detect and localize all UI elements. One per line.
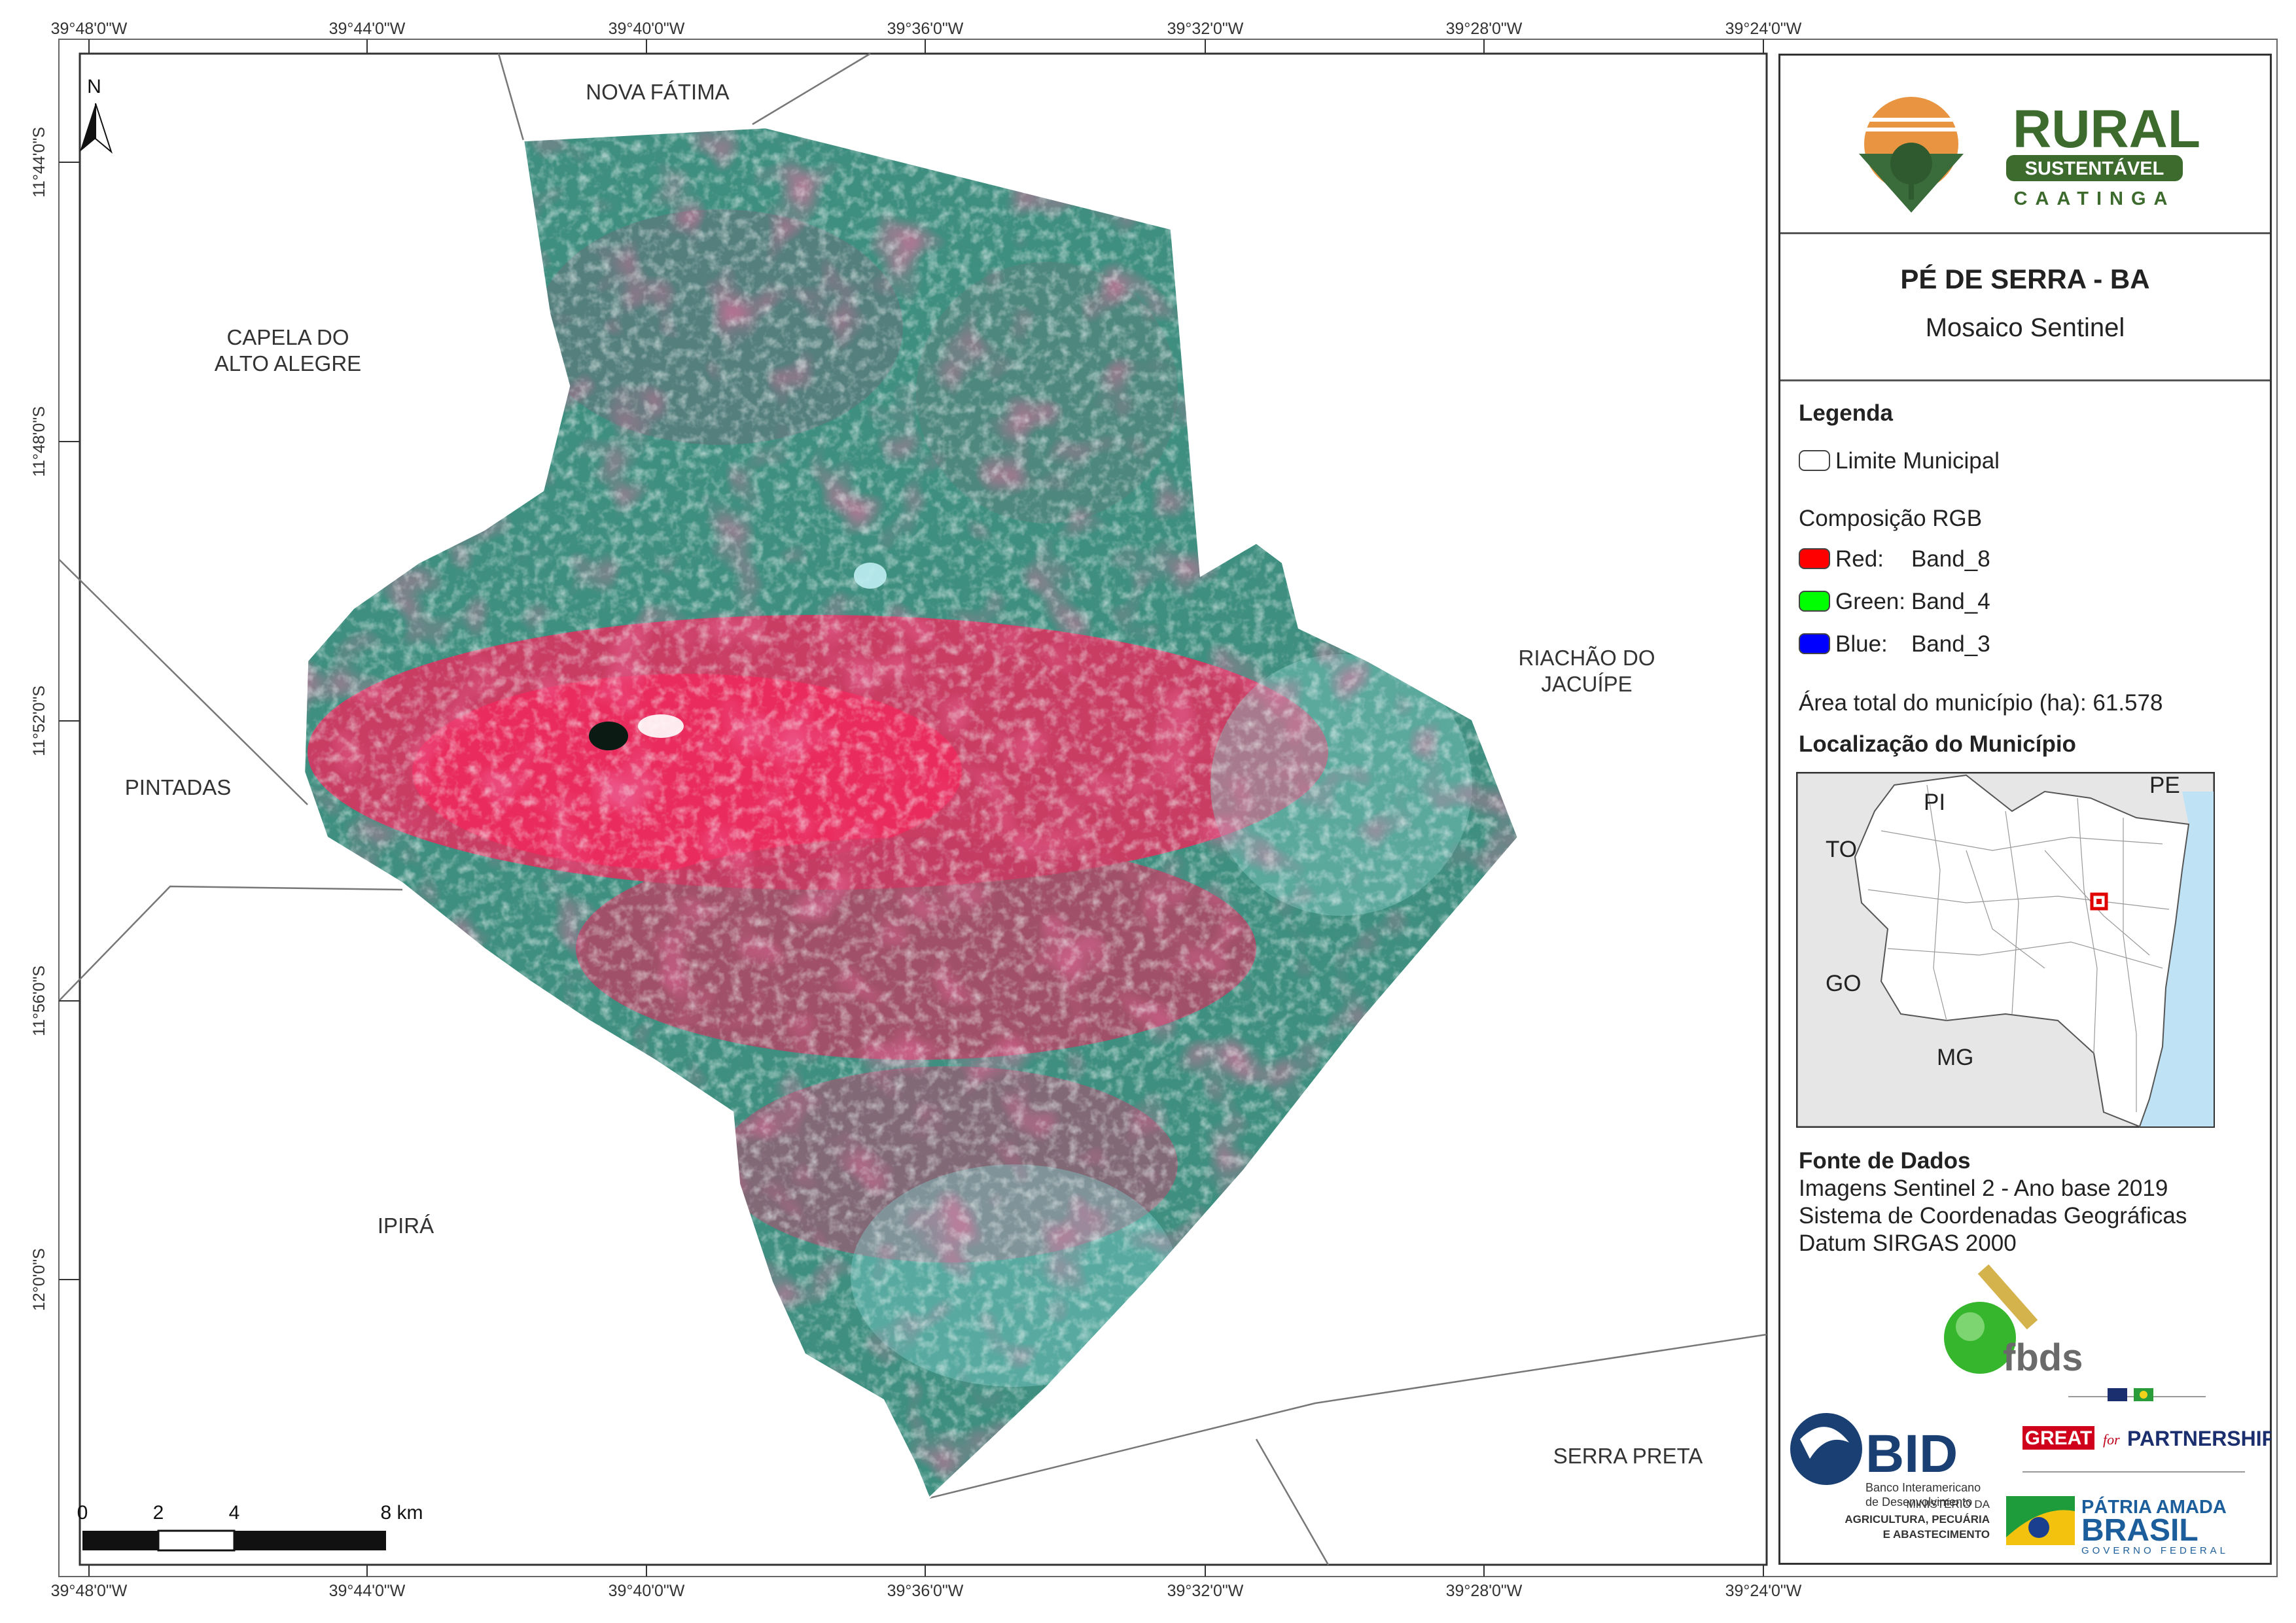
lat-tick-label: 12°0'0"S — [30, 1248, 48, 1311]
lat-tick-label: 11°44'0"S — [30, 127, 48, 198]
lon-tick-label: 39°40'0"W — [609, 1582, 685, 1600]
lat-tick-label: 11°52'0"S — [30, 686, 48, 756]
inset-label-to: TO — [1826, 837, 1857, 862]
lon-tick-label: 39°44'0"W — [329, 1582, 406, 1600]
rural-sustentavel-logo: RURAL SUSTENTÁVEL CAATINGA — [1780, 56, 2270, 232]
patria-text: PÁTRIA AMADA — [2081, 1495, 2227, 1518]
neighbor-label-riachao: RIACHÃO DO — [1518, 646, 1655, 670]
location-heading: Localização do Município — [1799, 731, 2076, 757]
red-band-label: Red: — [1835, 546, 1884, 572]
partnership-text: PARTNERSHIP — [2127, 1427, 2271, 1450]
limite-label: Limite Municipal — [1835, 448, 2000, 474]
neighbor-label-riachao: JACUÍPE — [1541, 672, 1632, 696]
fonte-heading: Fonte de Dados — [1799, 1148, 1971, 1174]
inset-label-go: GO — [1826, 971, 1861, 996]
lon-tick-label: 39°40'0"W — [609, 20, 685, 38]
legend-panel: RURAL SUSTENTÁVEL CAATINGA PÉ DE SERRA -… — [1778, 54, 2272, 1565]
fbds-logo: fbds — [1944, 1264, 2083, 1379]
neighbor-label-serra-preta: SERRA PRETA — [1553, 1444, 1703, 1468]
lon-tick-label: 39°28'0"W — [1446, 1582, 1523, 1600]
municipal-boundary — [303, 126, 1519, 1500]
inset-label-pe: PE — [2149, 773, 2180, 798]
ministerio-text: E ABASTECIMENTO — [1883, 1528, 1990, 1541]
ministerio-text: AGRICULTURA, PECUÁRIA — [1845, 1513, 1990, 1526]
map-title: PÉ DE SERRA - BA — [1900, 264, 2150, 294]
bid-subtitle: de Desenvolvimento — [1865, 1495, 1972, 1509]
lon-tick-label: 39°32'0"W — [1167, 20, 1244, 38]
rural-title: RURAL — [2013, 99, 2200, 159]
scale-label: 0 — [77, 1502, 88, 1524]
lon-tick-label: 39°36'0"W — [887, 20, 964, 38]
scale-label: 4 — [229, 1502, 240, 1524]
rgb-heading: Composição RGB — [1799, 506, 1983, 531]
inset-label-mg: MG — [1937, 1045, 1973, 1070]
great-for-text: for — [2103, 1431, 2120, 1448]
lat-tick-label: 11°56'0"S — [30, 966, 48, 1036]
ministerio-logo: MINISTÉRIO DA AGRICULTURA, PECUÁRIA E AB… — [1845, 1498, 1990, 1541]
lon-tick-label: 39°36'0"W — [887, 1582, 964, 1600]
neighbor-label-nova-fatima: NOVA FÁTIMA — [586, 80, 729, 104]
blue-band-swatch — [1799, 633, 1830, 654]
patria-amada-brasil-logo: PÁTRIA AMADA BRASIL GOVERNO FEDERAL — [2006, 1495, 2229, 1556]
area-total: Área total do município (ha): 61.578 — [1799, 690, 2163, 716]
green-band-value: Band_4 — [1911, 589, 1990, 614]
neighbor-label-capela: ALTO ALEGRE — [215, 351, 361, 375]
lat-tick-label: 11°48'0"S — [30, 406, 48, 477]
blue-band-label: Blue: — [1835, 631, 1888, 657]
inset-label-pi: PI — [1924, 790, 1945, 815]
neighbor-label-pintadas: PINTADAS — [125, 775, 232, 799]
north-label: N — [87, 76, 101, 97]
red-band-value: Band_8 — [1911, 546, 1990, 572]
lon-tick-label: 39°48'0"W — [51, 20, 128, 38]
ministerio-text: MINISTÉRIO DA — [1906, 1498, 1990, 1510]
sustentavel-label: SUSTENTÁVEL — [2025, 157, 2164, 179]
lon-tick-label: 39°48'0"W — [51, 1582, 128, 1600]
lon-tick-label: 39°24'0"W — [1725, 20, 1802, 38]
red-band-swatch — [1799, 548, 1830, 569]
green-band-label: Green: — [1835, 589, 1905, 614]
bid-subtitle: Banco Interamericano — [1865, 1481, 1981, 1494]
scale-label: 2 — [153, 1502, 164, 1524]
green-band-swatch — [1799, 591, 1830, 612]
governo-federal-text: GOVERNO FEDERAL — [2081, 1545, 2229, 1556]
rural-logo-graphic: RURAL SUSTENTÁVEL CAATINGA — [1859, 97, 2200, 213]
lon-tick-label: 39°28'0"W — [1446, 20, 1523, 38]
neighbor-label-ipira: IPIRÁ — [378, 1213, 434, 1238]
inset-locator-map: PI PE TO GO MG — [1796, 772, 2215, 1128]
fbds-text: fbds — [2003, 1336, 2083, 1379]
outer-border — [58, 39, 2278, 1577]
map-subtitle: Mosaico Sentinel — [1925, 313, 2125, 342]
scale-label: 8 km — [380, 1502, 423, 1524]
great-partnership-logo: GREAT for PARTNERSHIP — [2022, 1388, 2271, 1473]
brasil-text: BRASIL — [2081, 1513, 2199, 1548]
neighbor-boundaries — [58, 52, 1767, 1565]
north-arrow: N — [80, 76, 113, 154]
grid-ticks — [59, 39, 1764, 1577]
limite-swatch — [1799, 450, 1830, 471]
bid-text: BID — [1865, 1424, 1958, 1484]
fonte-line: Sistema de Coordenadas Geográficas — [1799, 1203, 2187, 1229]
lon-tick-label: 39°44'0"W — [329, 20, 406, 38]
fonte-line: Datum SIRGAS 2000 — [1799, 1230, 2017, 1256]
bid-logo: BID Banco Interamericano de Desenvolvime… — [1790, 1413, 1981, 1509]
partner-logos: fbds BID Banco Interamericano de Desenvo… — [1790, 1264, 2271, 1556]
scale-bar: 0 2 4 8 km — [77, 1502, 423, 1552]
caatinga-label: CAATINGA — [2014, 188, 2176, 209]
neighbor-label-capela: CAPELA DO — [226, 325, 349, 349]
legend-heading: Legenda — [1799, 400, 1893, 426]
fonte-line: Imagens Sentinel 2 - Ano base 2019 — [1799, 1176, 2168, 1201]
great-text: GREAT — [2025, 1427, 2093, 1449]
lon-tick-label: 39°24'0"W — [1725, 1582, 1802, 1600]
lon-tick-label: 39°32'0"W — [1167, 1582, 1244, 1600]
blue-band-value: Band_3 — [1911, 631, 1990, 657]
